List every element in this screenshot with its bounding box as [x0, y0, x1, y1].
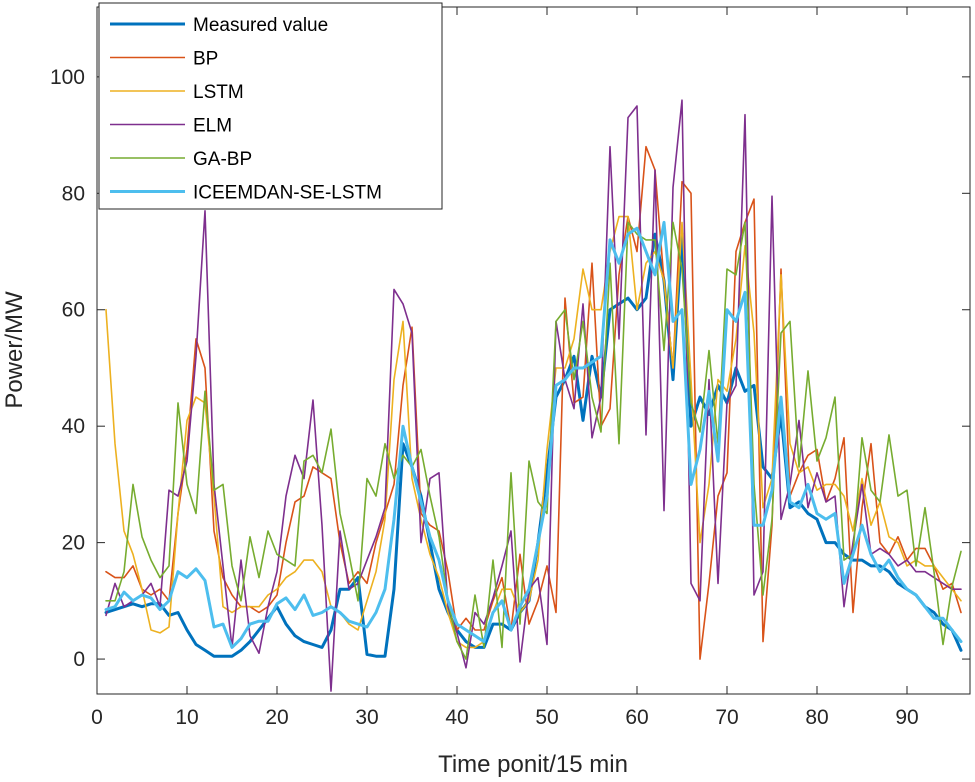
legend-label: Measured value	[193, 15, 328, 36]
y-tick-label: 20	[62, 532, 85, 555]
y-tick-label: 80	[62, 182, 85, 205]
x-tick-label: 30	[355, 706, 378, 729]
series-layer	[104, 99, 963, 692]
x-tick-label: 40	[445, 706, 468, 729]
x-tick-label: 20	[265, 706, 288, 729]
series-line-lstm	[105, 215, 962, 649]
legend-box	[98, 2, 443, 210]
x-axis-title: Time ponit/15 min	[438, 751, 628, 778]
y-tick-label: 100	[50, 66, 85, 89]
legend-items: Measured value BP LSTM ELM GA-BP ICEEMDAN-SE-…	[110, 15, 382, 204]
x-tick-label: 50	[535, 706, 558, 729]
legend: Measured value BP LSTM ELM GA-BP ICEEMDAN-SE-…	[98, 2, 443, 210]
x-tick-label: 90	[895, 706, 918, 729]
x-tick-label: 0	[91, 706, 103, 729]
legend-label: LSTM	[193, 82, 244, 103]
y-axis-title: Power/MW	[1, 291, 28, 409]
y-tick-label: 60	[62, 299, 85, 322]
axes-box	[96, 6, 971, 695]
series-line-elm	[105, 99, 962, 692]
series-line-iceemdan-se-lstm	[104, 220, 963, 649]
x-tick-label: 60	[625, 706, 648, 729]
legend-label: GA-BP	[193, 149, 252, 170]
series-line-ga-bp	[105, 221, 962, 660]
y-tick-label: 40	[62, 415, 85, 438]
y-tick-label: 0	[73, 648, 85, 671]
legend-label: ELM	[193, 116, 232, 137]
x-tick-label: 70	[715, 706, 738, 729]
legend-label: BP	[193, 49, 218, 70]
x-tick-label: 80	[805, 706, 828, 729]
axes-layer: 0 10 20 30 40 50 60 70 80 90 0 20 40 60 80 100	[50, 6, 971, 729]
x-tick-label: 10	[175, 706, 198, 729]
legend-label: ICEEMDAN-SE-LSTM	[193, 183, 382, 204]
